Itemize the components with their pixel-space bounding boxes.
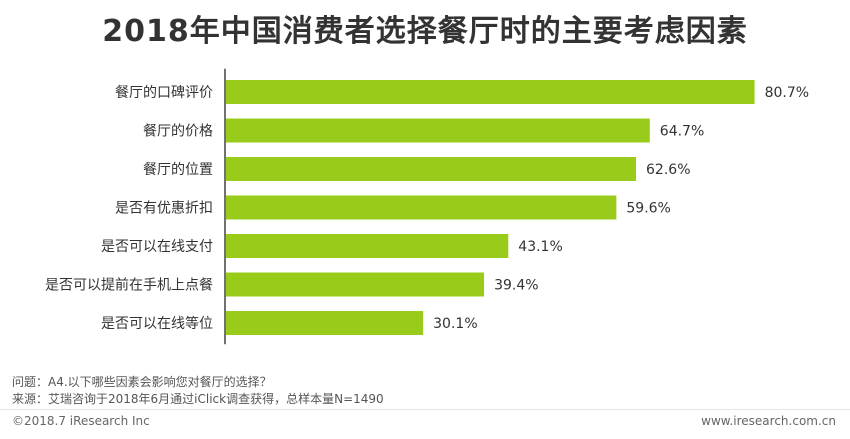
category-label: 餐厅的位置 xyxy=(143,162,213,178)
value-label: 43.1% xyxy=(518,239,562,255)
bar xyxy=(226,80,755,104)
value-label: 62.6% xyxy=(646,162,690,178)
category-label: 是否有优惠折扣 xyxy=(115,201,213,217)
category-label: 餐厅的价格 xyxy=(143,124,213,140)
value-label: 39.4% xyxy=(494,278,538,294)
bar-chart: 餐厅的口碑评价 80.7% 餐厅的价格 64.7% 餐厅的位置 62.6% 是否有优惠折扣 5… xyxy=(45,68,809,345)
bar xyxy=(226,118,650,143)
website-link[interactable]: www.iresearch.com.cn xyxy=(701,414,836,428)
value-label: 59.6% xyxy=(626,201,670,217)
copyright-text: ©2018.7 iResearch Inc xyxy=(12,414,150,428)
bar xyxy=(226,195,617,220)
category-label: 餐厅的口碑评价 xyxy=(115,85,213,101)
category-label: 是否可以在线等位 xyxy=(101,315,213,332)
bar xyxy=(226,272,485,297)
chart-notes: 问题：A4.以下哪些因素会影响您对餐厅的选择？ 来源：艾瑞咨询于2018年6月通… xyxy=(12,374,384,408)
chart-title: 2018年中国消费者选择餐厅时的主要考虑因素 xyxy=(102,14,748,49)
category-label: 是否可以在线支付 xyxy=(101,239,213,255)
source-note: 来源：艾瑞咨询于2018年6月通过iClick调查获得，总样本量N=1490 xyxy=(12,392,384,406)
footer-divider xyxy=(0,409,850,410)
category-label: 是否可以提前在手机上点餐 xyxy=(45,277,213,294)
value-label: 64.7% xyxy=(660,124,704,140)
value-label: 80.7% xyxy=(765,85,809,101)
bar xyxy=(226,157,637,181)
question-note: 问题：A4.以下哪些因素会影响您对餐厅的选择？ xyxy=(12,375,272,389)
bar xyxy=(226,311,424,335)
bar xyxy=(226,234,509,258)
value-label: 30.1% xyxy=(433,316,477,332)
